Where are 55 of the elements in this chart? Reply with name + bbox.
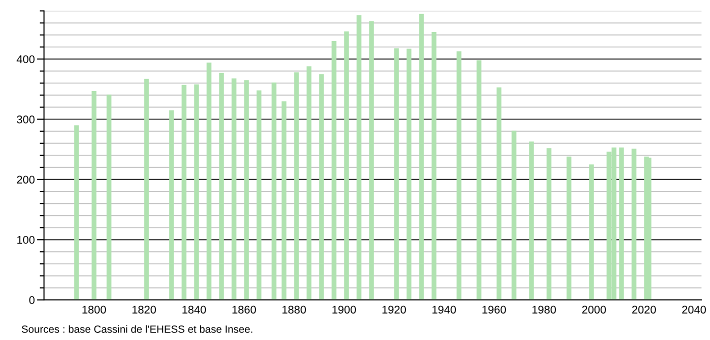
bar (619, 148, 624, 300)
bar (432, 32, 436, 300)
bar (169, 110, 174, 300)
x-tick-label: 1960 (482, 306, 506, 314)
x-tick-label: 1800 (82, 306, 106, 314)
x-tick-label: 2040 (682, 306, 706, 314)
x-tick-label: 1860 (232, 306, 256, 314)
bar (356, 15, 362, 300)
bar (512, 130, 516, 300)
bar (182, 84, 186, 300)
x-tick-label: 1840 (182, 306, 206, 314)
y-tick-label: 100 (17, 236, 35, 244)
bar (294, 72, 299, 300)
y-tick-label: 200 (17, 176, 35, 184)
x-tick-label: 1980 (532, 306, 556, 314)
bar (529, 142, 534, 300)
bar (144, 78, 149, 300)
bar (272, 82, 276, 300)
bar (589, 164, 594, 300)
bar (92, 90, 96, 300)
bar (306, 66, 312, 300)
bar (496, 87, 502, 300)
bar (546, 148, 552, 300)
x-tick-label: 1900 (332, 306, 356, 314)
bar (406, 48, 412, 300)
source-note: Sources : base Cassini de l'EHESS et base Insee. (22, 325, 252, 333)
x-tick-label: 2000 (582, 306, 606, 314)
bar (369, 21, 374, 300)
bar (219, 72, 224, 300)
bar (256, 90, 262, 300)
x-tick-label: 1820 (132, 306, 156, 314)
y-tick-label: 400 (16, 55, 35, 64)
x-tick-label: 1920 (382, 306, 406, 314)
bar (332, 40, 336, 300)
bar (74, 125, 79, 300)
x-tick-label: 2020 (632, 306, 656, 314)
bar (244, 80, 249, 300)
bar (232, 78, 236, 300)
bar (566, 156, 572, 300)
x-tick-label: 1940 (432, 306, 456, 314)
bar (456, 51, 462, 300)
bar (476, 60, 482, 300)
y-tick-label: 300 (16, 116, 35, 124)
bar (646, 158, 652, 300)
bar (194, 84, 199, 300)
bar (319, 74, 324, 300)
y-tick-label: 0 (29, 296, 35, 304)
x-tick-label: 1880 (282, 306, 306, 314)
bar (419, 14, 424, 300)
bar (282, 101, 286, 300)
bar (106, 94, 112, 300)
bar (344, 31, 349, 300)
bar (632, 148, 636, 300)
bar (394, 48, 399, 300)
bar (206, 62, 212, 300)
